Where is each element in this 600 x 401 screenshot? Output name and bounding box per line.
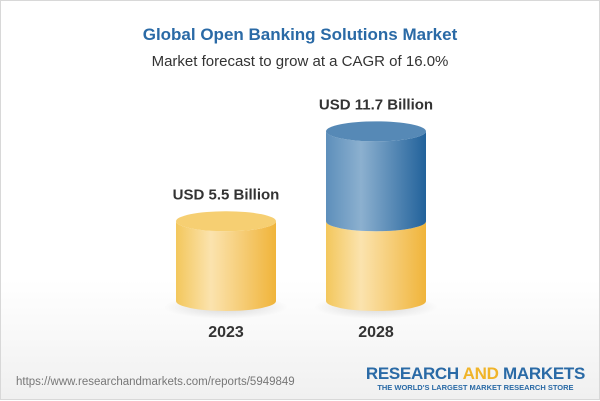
- logo-text-2: AND: [462, 364, 499, 383]
- logo-tagline: THE WORLD'S LARGEST MARKET RESEARCH STOR…: [377, 383, 574, 392]
- research-and-markets-logo: RESEARCH AND MARKETS THE WORLD'S LARGEST…: [366, 365, 585, 393]
- bar-top-2028: [326, 121, 426, 142]
- chart-title: Global Open Banking Solutions Market: [142, 25, 458, 44]
- bar-2023: [176, 221, 276, 311]
- source-url[interactable]: https://www.researchandmarkets.com/repor…: [16, 376, 295, 388]
- chart-subtitle: Market forecast to grow at a CAGR of 16.…: [151, 53, 449, 70]
- category-label: 2023: [208, 324, 244, 341]
- logo-text-3: MARKETS: [498, 364, 585, 383]
- category-label: 2028: [358, 324, 394, 341]
- data-label: USD 11.7 Billion: [319, 96, 433, 113]
- bar-top-2023: [176, 211, 276, 232]
- bar-growth-segment-2028: [326, 131, 426, 232]
- logo-text-1: RESEARCH: [365, 364, 463, 383]
- bar-base-segment-2028: [326, 221, 426, 311]
- data-label: USD 5.5 Billion: [173, 186, 280, 203]
